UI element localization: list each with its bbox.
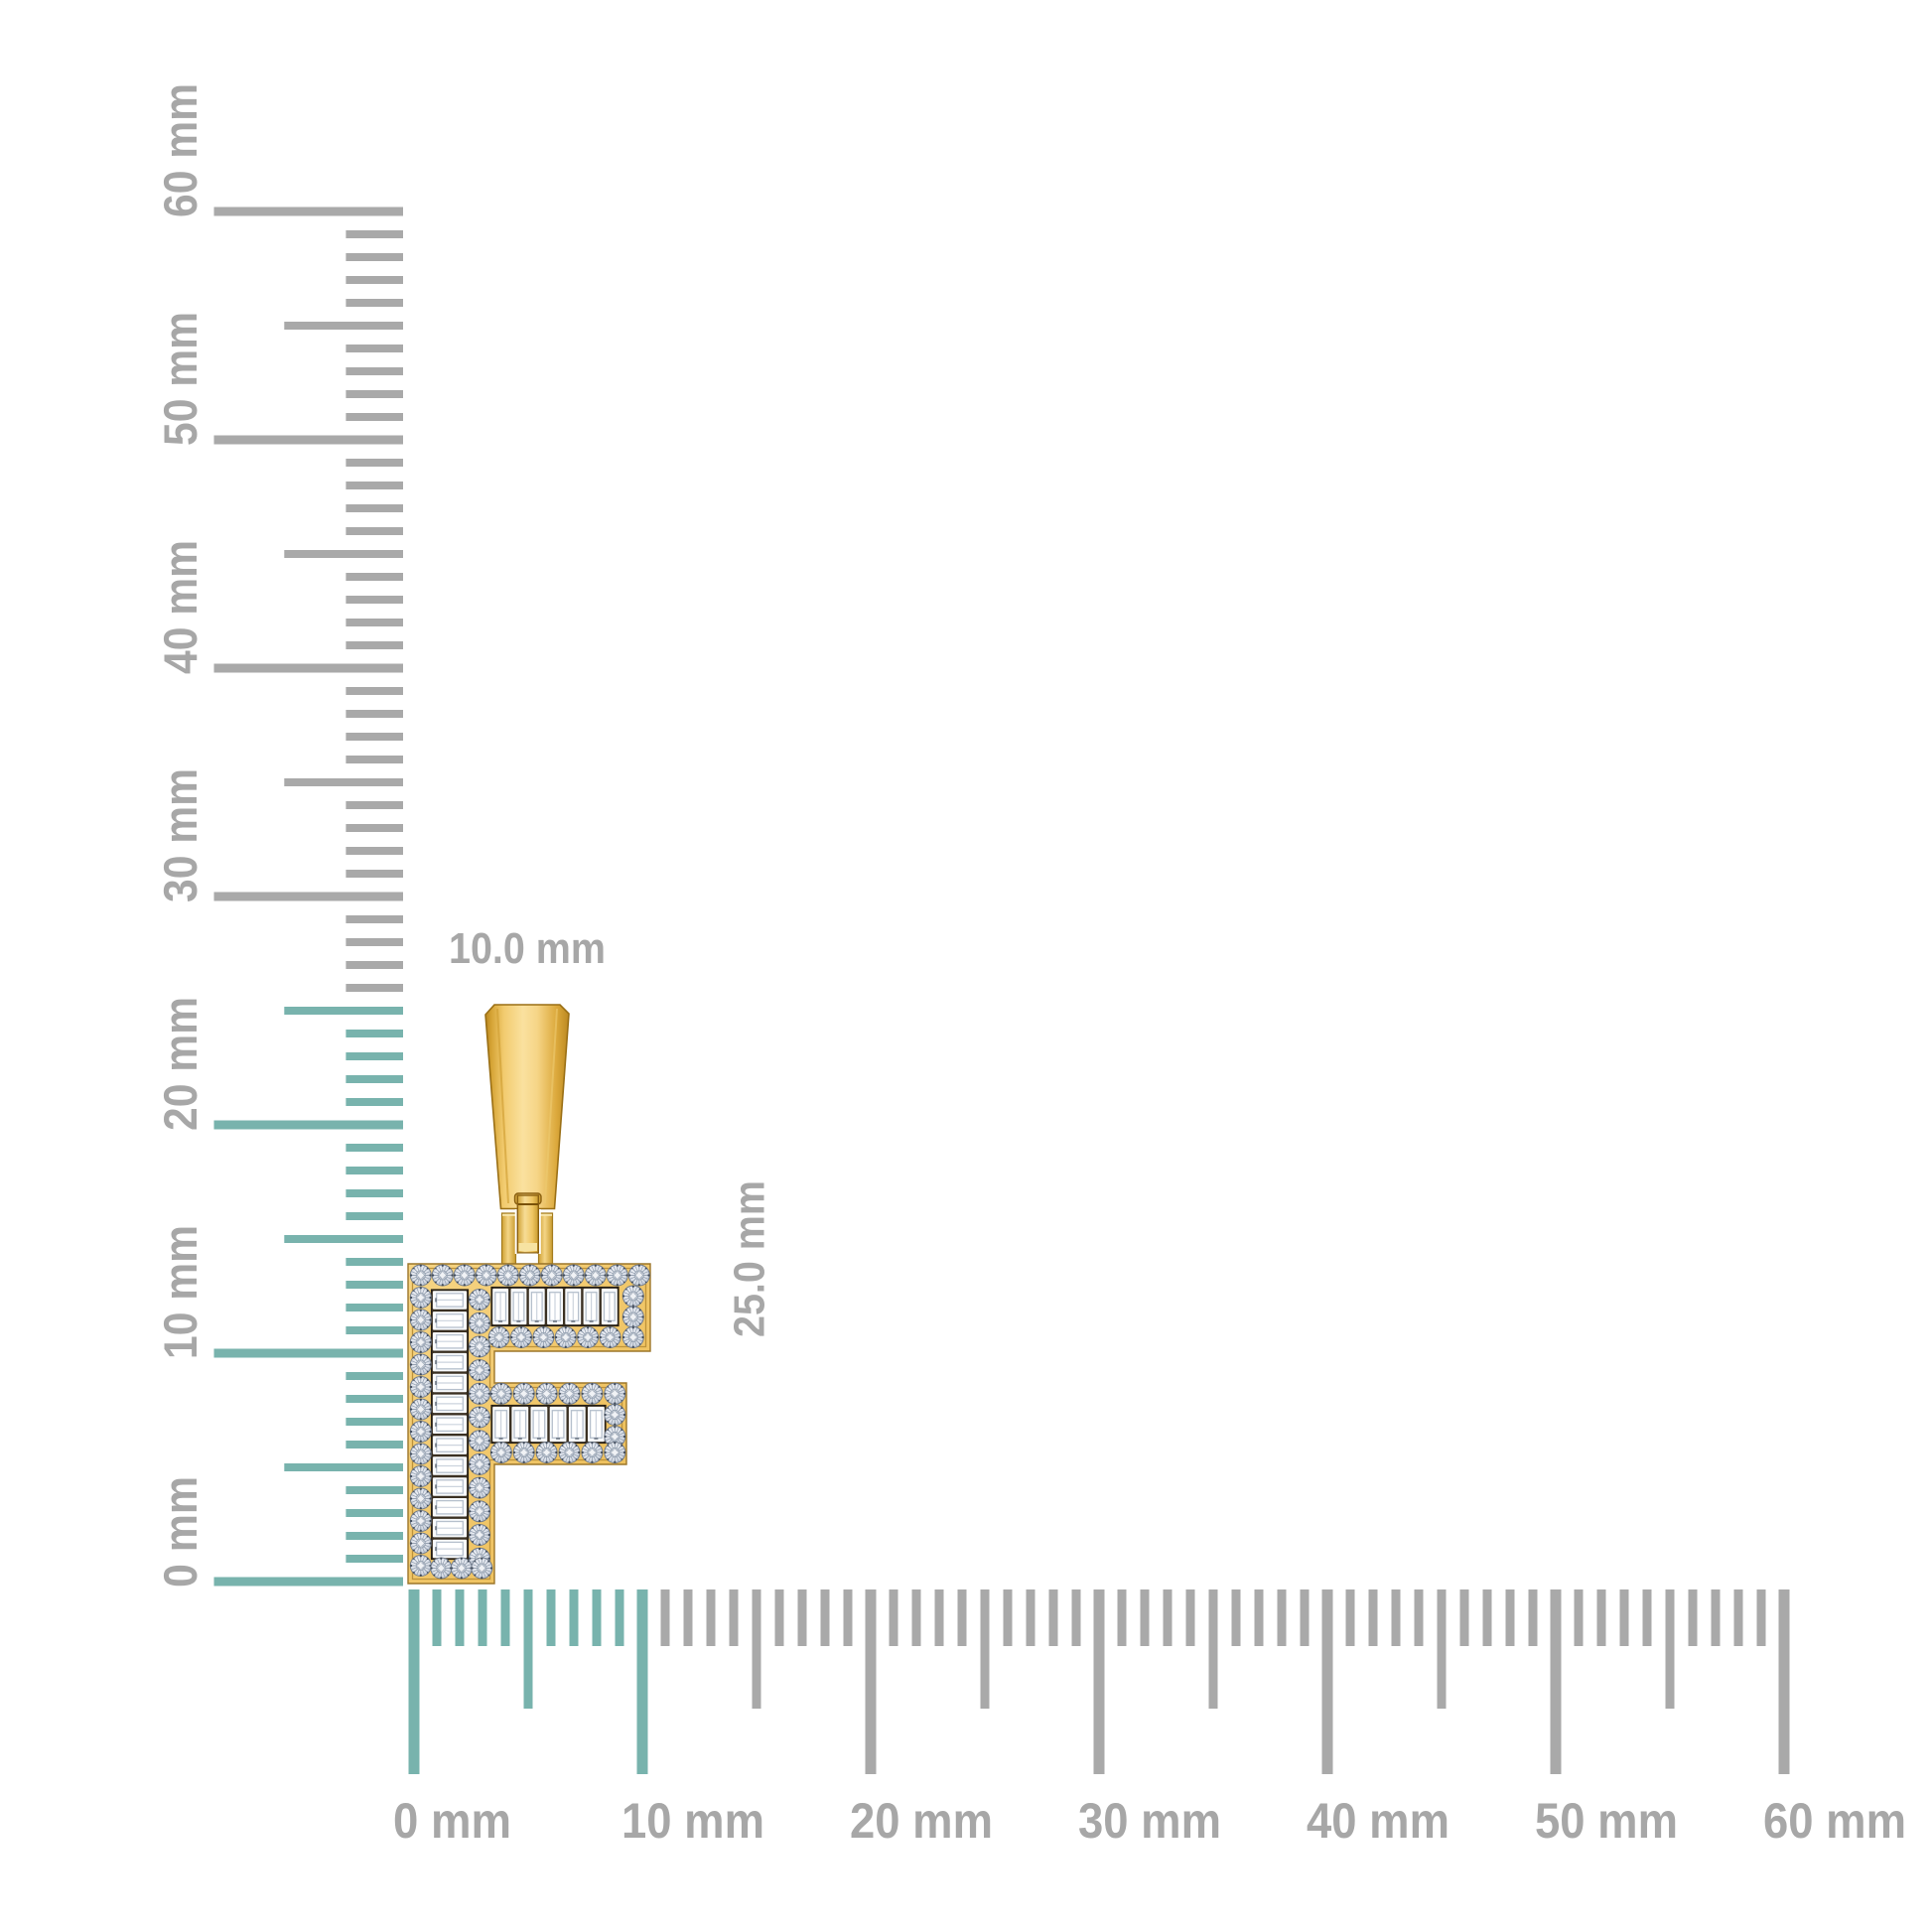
svg-text:20 mm: 20 mm	[154, 997, 207, 1131]
svg-text:0 mm: 0 mm	[154, 1476, 207, 1587]
svg-text:60 mm: 60 mm	[154, 83, 207, 217]
svg-text:50 mm: 50 mm	[1535, 1793, 1678, 1849]
svg-text:10.0 mm: 10.0 mm	[449, 924, 606, 973]
svg-text:60 mm: 60 mm	[1763, 1793, 1906, 1849]
svg-text:0 mm: 0 mm	[393, 1793, 511, 1849]
svg-text:40 mm: 40 mm	[1307, 1793, 1449, 1849]
svg-text:40 mm: 40 mm	[154, 540, 207, 674]
svg-text:30 mm: 30 mm	[1078, 1793, 1221, 1849]
svg-text:30 mm: 30 mm	[154, 768, 207, 902]
svg-text:20 mm: 20 mm	[850, 1793, 993, 1849]
svg-text:25.0 mm: 25.0 mm	[726, 1180, 774, 1337]
svg-text:50 mm: 50 mm	[154, 312, 207, 446]
svg-text:10 mm: 10 mm	[154, 1225, 207, 1359]
svg-text:10 mm: 10 mm	[621, 1793, 764, 1849]
